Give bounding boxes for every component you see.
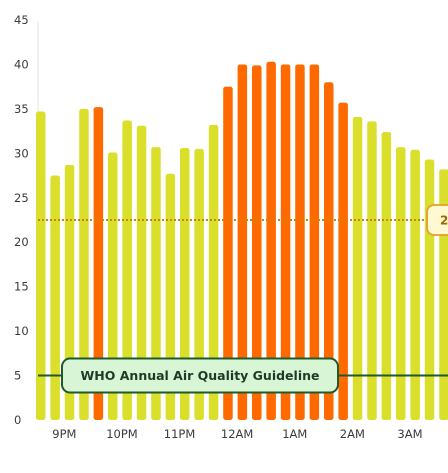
bar: [237, 64, 248, 420]
y-tick-label: 40: [14, 57, 29, 71]
y-tick-label: 5: [14, 369, 21, 383]
who-guideline: WHO Annual Air Quality Guideline: [38, 357, 448, 394]
bar: [338, 102, 348, 421]
y-tick-label: 15: [14, 280, 29, 294]
bar: [367, 121, 377, 420]
y-tick-label: 20: [14, 235, 29, 249]
bar: [309, 64, 320, 420]
bar: [208, 124, 219, 420]
bar: [295, 64, 305, 420]
bar: [324, 82, 334, 420]
average-label-box: [426, 204, 448, 236]
bar: [64, 164, 75, 420]
y-tick-label: 25: [14, 191, 29, 205]
who-guideline-label: WHO Annual Air Quality Guideline: [81, 368, 320, 383]
bar: [50, 175, 60, 420]
average-label: 2: [440, 214, 448, 228]
bar: [381, 132, 392, 420]
bar: [396, 147, 406, 420]
average-reference: 2: [38, 204, 448, 236]
x-tick-label: 9PM: [52, 427, 76, 441]
x-axis-ticks: 9PM 10PM 11PM 12AM 1AM 2AM 3AM: [52, 427, 422, 441]
bar: [410, 149, 420, 420]
y-tick-label: 0: [14, 413, 21, 427]
y-tick-label: 30: [14, 146, 29, 160]
y-axis-ticks: 0 5 10 15 20 25 30 35 40 45: [14, 13, 29, 427]
x-tick-label: 3AM: [397, 427, 422, 441]
bar: [266, 61, 276, 421]
x-tick-label: 1AM: [282, 427, 307, 441]
bar: [252, 65, 262, 420]
bar: [93, 107, 104, 420]
bar: [180, 148, 190, 420]
x-tick-label: 12AM: [221, 427, 253, 441]
bar: [194, 148, 204, 420]
bar: [352, 116, 363, 420]
x-tick-label: 10PM: [106, 427, 138, 441]
bar: [151, 147, 161, 420]
x-tick-label: 11PM: [164, 427, 196, 441]
x-tick-label: 2AM: [340, 427, 365, 441]
bar: [223, 86, 233, 421]
bar: [424, 159, 435, 421]
y-tick-label: 10: [14, 324, 29, 338]
who-guideline-label-box: [61, 357, 339, 394]
bar: [136, 125, 147, 421]
bar: [122, 120, 132, 420]
y-tick-label: 45: [14, 13, 29, 27]
bar: [79, 108, 89, 420]
bar: [280, 64, 291, 420]
bar: [36, 111, 46, 421]
y-tick-label: 35: [14, 102, 29, 116]
